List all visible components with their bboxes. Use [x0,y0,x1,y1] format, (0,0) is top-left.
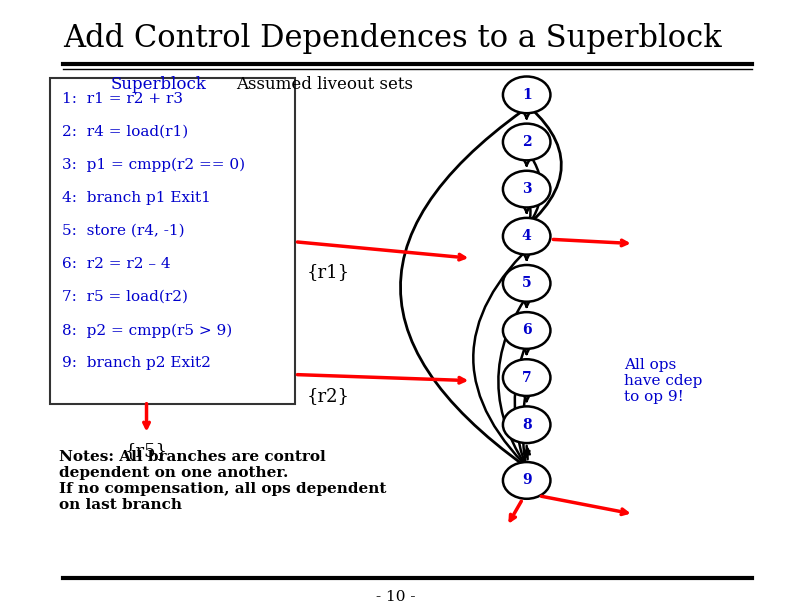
Circle shape [503,171,550,207]
Circle shape [503,218,550,255]
Text: 6: 6 [522,324,531,337]
Circle shape [503,406,550,443]
Text: 8: 8 [522,418,531,431]
Circle shape [503,76,550,113]
Text: All ops
have cdep
to op 9!: All ops have cdep to op 9! [624,358,703,405]
Circle shape [503,312,550,349]
Text: {r1}: {r1} [307,263,350,281]
Text: 4: 4 [522,230,531,243]
Text: Assumed liveout sets: Assumed liveout sets [236,76,413,93]
Text: Notes: All branches are control
dependent on one another.
If no compensation, al: Notes: All branches are control dependen… [59,450,386,512]
Text: Add Control Dependences to a Superblock: Add Control Dependences to a Superblock [63,23,722,54]
FancyBboxPatch shape [50,78,295,404]
Text: 3:  p1 = cmpp(r2 == 0): 3: p1 = cmpp(r2 == 0) [62,158,245,173]
Text: 3: 3 [522,182,531,196]
Text: 1:  r1 = r2 + r3: 1: r1 = r2 + r3 [62,92,183,106]
Text: 5:  store (r4, -1): 5: store (r4, -1) [62,224,185,238]
Text: 2:  r4 = load(r1): 2: r4 = load(r1) [62,125,188,139]
Circle shape [503,265,550,302]
Text: 9: 9 [522,474,531,487]
Text: 8:  p2 = cmpp(r5 > 9): 8: p2 = cmpp(r5 > 9) [62,323,232,338]
Text: 7: 7 [522,371,531,384]
Text: 5: 5 [522,277,531,290]
Text: 9:  branch p2 Exit2: 9: branch p2 Exit2 [62,356,211,370]
Circle shape [503,124,550,160]
Text: 1: 1 [522,88,531,102]
Text: 2: 2 [522,135,531,149]
Text: {r5}: {r5} [125,442,168,460]
Circle shape [503,462,550,499]
Text: - 10 -: - 10 - [376,590,416,603]
Text: 6:  r2 = r2 – 4: 6: r2 = r2 – 4 [62,257,170,271]
Text: {r2}: {r2} [307,387,350,405]
Text: 7:  r5 = load(r2): 7: r5 = load(r2) [62,290,188,304]
Circle shape [503,359,550,396]
Text: 4:  branch p1 Exit1: 4: branch p1 Exit1 [62,191,211,205]
Text: Superblock: Superblock [110,76,207,93]
